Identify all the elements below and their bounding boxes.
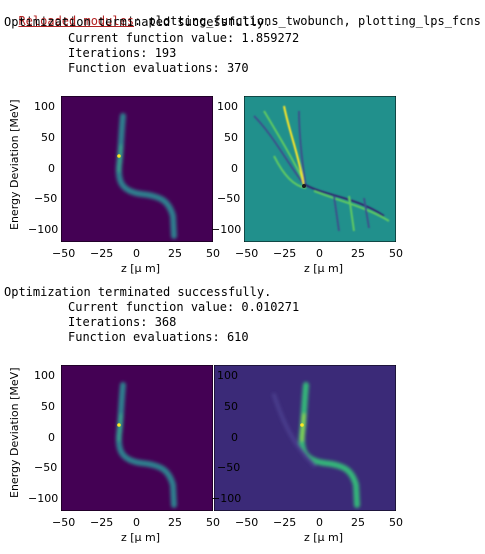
ytick: 100 [34,100,55,113]
ytick: −50 [34,461,58,474]
heatmap-2-left [61,365,213,511]
reloaded-modules-link[interactable]: Reloaded modules [18,14,135,28]
ytick: −50 [217,461,241,474]
beam-hotspot [117,154,121,158]
ytick: 100 [217,100,238,113]
ytick: −50 [34,192,58,205]
ytick: −100 [211,223,242,236]
y-axis-label: Energy Deviation [MeV] [8,99,21,231]
iterations-1: Iterations: 193 [68,46,177,60]
heatmap-1-right [244,96,396,242]
xtick: 25 [168,247,182,260]
beam-trace [115,113,177,239]
xtick: 25 [351,247,365,260]
ytick: 50 [41,400,55,413]
heatmap-background [61,96,213,242]
optimization-status-2: Optimization terminated successfully. [4,285,272,299]
optimization-status-1: Optimization terminated successfully. [4,15,272,29]
figure-2: 100 50 0 −50 −100 100 50 0 −50 −100 −50 … [0,360,420,550]
xtick: 0 [316,516,323,529]
xtick: 0 [316,247,323,260]
ytick: 100 [34,369,55,382]
x-axis-label: z [μ m] [121,262,161,275]
xtick: −50 [52,247,76,260]
reload-line: Reloaded modules: plotting_functions_two… [4,0,481,28]
heatmap-2-right [214,365,396,511]
xtick: −25 [273,516,297,529]
ytick: 50 [224,400,238,413]
ytick: −50 [217,192,241,205]
reloaded-modules-list: : plotting_functions_twobunch, plotting_… [134,14,481,28]
heatmap-background [61,365,213,511]
heatmap-background [244,96,396,242]
xtick: −50 [52,516,76,529]
xtick: −50 [235,516,259,529]
xtick: 50 [389,516,403,529]
xtick: 50 [389,247,403,260]
beam-hotspot [117,423,121,427]
function-value-2: Current function value: 0.010271 [68,300,300,314]
x-axis-label: z [μ m] [304,531,344,544]
function-evaluations-1: Function evaluations: 370 [68,61,249,75]
ytick: 0 [48,162,55,175]
ytick: −100 [211,492,242,505]
heatmap-1-left [61,96,213,242]
beam-hotspot [300,423,304,427]
function-value-1: Current function value: 1.859272 [68,31,300,45]
ytick: 0 [48,431,55,444]
x-axis-label: z [μ m] [121,531,161,544]
xtick: 50 [206,516,220,529]
ytick: 50 [41,131,55,144]
xtick: −25 [273,247,297,260]
ytick: 100 [217,369,238,382]
xtick: 0 [133,247,140,260]
ytick: 50 [224,131,238,144]
xtick: −50 [235,247,259,260]
figure-1: 100 50 0 −50 −100 100 50 0 −50 −100 −50 … [0,90,420,280]
ytick: −100 [28,223,59,236]
ytick: 0 [231,431,238,444]
xtick: −25 [90,516,114,529]
function-evaluations-2: Function evaluations: 610 [68,330,249,344]
xtick: −25 [90,247,114,260]
xtick: 25 [168,516,182,529]
ytick: −100 [28,492,59,505]
ytick: 0 [231,162,238,175]
xtick: 50 [206,247,220,260]
beam-trace [115,382,177,508]
xtick: 25 [351,516,365,529]
xtick: 0 [133,516,140,529]
x-axis-label: z [μ m] [304,262,344,275]
iterations-2: Iterations: 368 [68,315,177,329]
y-axis-label: Energy Deviation [MeV] [8,367,21,499]
